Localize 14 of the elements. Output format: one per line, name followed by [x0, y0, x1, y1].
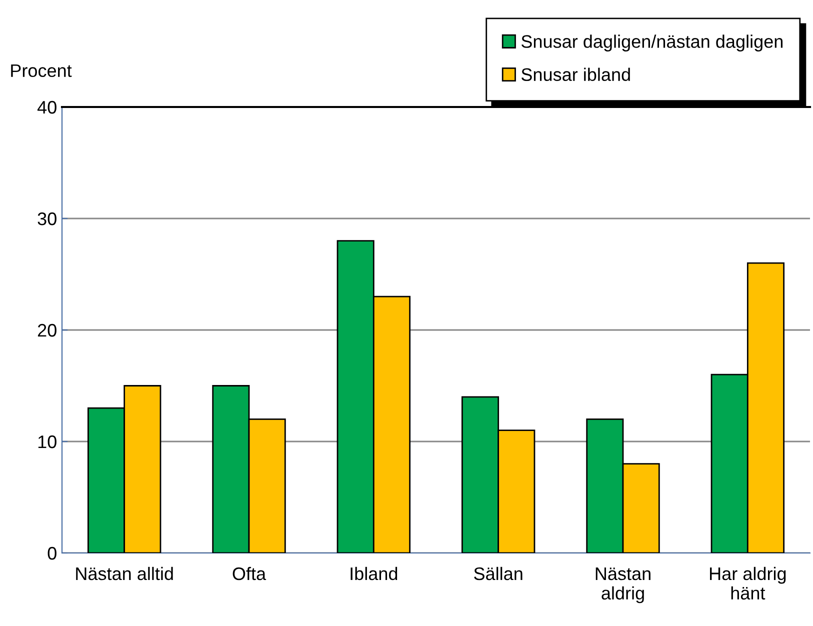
y-tick-label: 20	[38, 324, 56, 337]
y-tick-label: 30	[38, 212, 56, 226]
x-tick-label: Nästan alltid	[76, 566, 173, 580]
x-tick-label: Nästan aldrig	[596, 568, 650, 604]
y-tick-label: 10	[38, 435, 56, 448]
x-tick-label: Ofta	[232, 566, 266, 580]
y-tick-label: 0	[48, 546, 56, 560]
legend-label: Snusar dagligen/nästan dagligen	[521, 34, 783, 52]
legend-label: Snusar ibland	[521, 68, 630, 82]
x-tick-label: Har aldrig hänt	[710, 566, 786, 600]
y-tick-label: 40	[37, 100, 56, 114]
y-axis-title: Procent	[11, 64, 72, 78]
x-tick-label: Ibland	[350, 566, 398, 580]
x-tick-label: Sällan	[474, 566, 522, 580]
